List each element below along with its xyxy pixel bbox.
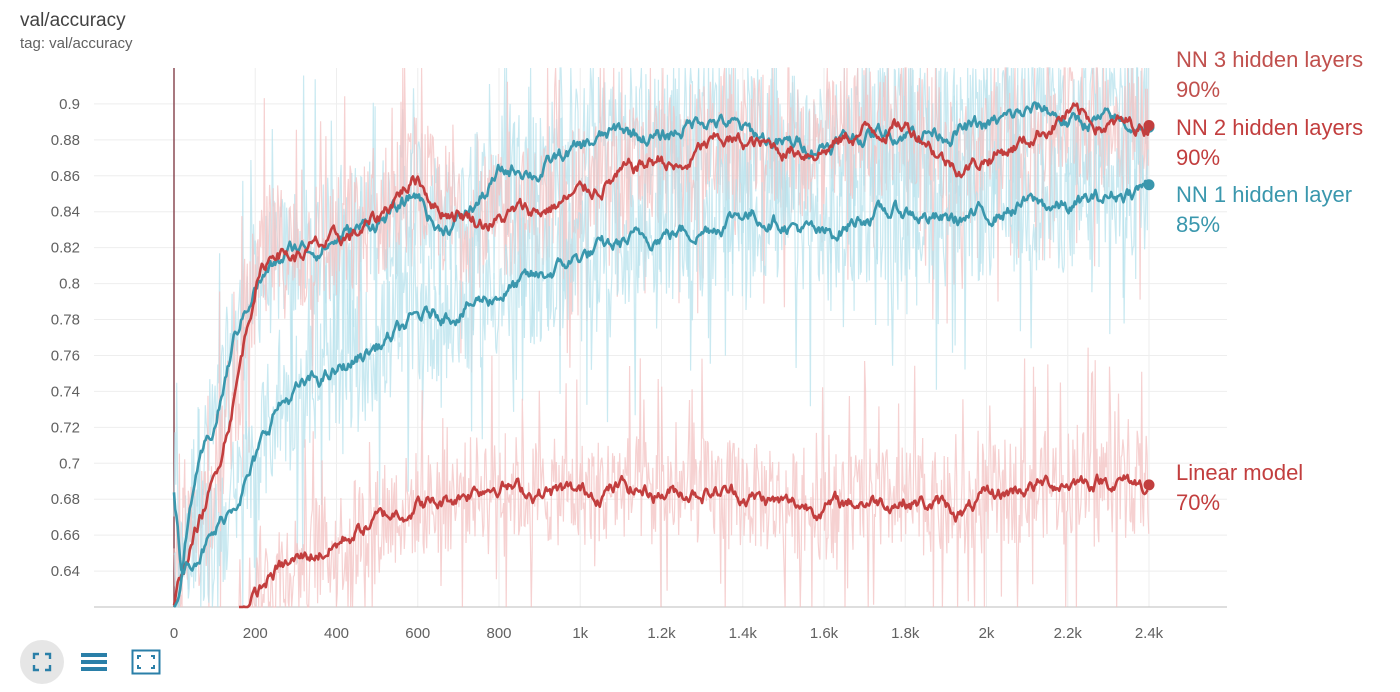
- toggle-log-scale-button[interactable]: [72, 640, 116, 684]
- fit-to-data-icon: [32, 652, 52, 672]
- y-tick-label: 0.64: [51, 563, 80, 580]
- card-tag: tag: val/accuracy: [20, 35, 133, 52]
- y-tick-label: 0.88: [51, 132, 80, 149]
- raw-series-line: [173, 67, 1149, 608]
- chart-toolbar: [20, 640, 168, 684]
- annotation-nn2: NN 2 hidden layers 90%: [1176, 113, 1363, 173]
- annotation-nn1-value: 85%: [1176, 212, 1221, 237]
- annotation-linear-value: 70%: [1176, 490, 1221, 515]
- y-tick-label: 0.7: [59, 455, 80, 472]
- y-tick-label: 0.86: [51, 168, 80, 185]
- x-tick-label: 0: [170, 625, 178, 642]
- x-tick-label: 2.4k: [1135, 625, 1164, 642]
- expand-fullscreen-button[interactable]: [124, 640, 168, 684]
- raw-series-line: [173, 67, 1149, 608]
- y-tick-label: 0.72: [51, 419, 80, 436]
- x-tick-label: 600: [405, 625, 430, 642]
- smoothed-series-line: [172, 102, 1151, 606]
- series-end-point: [1143, 119, 1155, 131]
- y-tick-label: 0.78: [51, 312, 80, 329]
- y-tick-label: 0.8: [59, 276, 80, 293]
- y-tick-label: 0.9: [59, 96, 80, 113]
- x-tick-label: 200: [243, 625, 268, 642]
- x-tick-label: 1k: [572, 625, 588, 642]
- series-end-point: [1143, 479, 1155, 491]
- annotation-nn3-label: NN 3 hidden layers: [1176, 47, 1364, 72]
- annotation-linear: Linear model 70%: [1176, 458, 1303, 518]
- annotation-nn2-value: 90%: [1176, 145, 1221, 170]
- annotation-nn1-label: NN 1 hidden layer: [1176, 182, 1353, 207]
- toggle-log-scale-icon: [81, 653, 107, 671]
- smoothed-series-line: [173, 179, 1151, 608]
- raw-series-line: [238, 347, 1150, 608]
- x-tick-label: 1.4k: [729, 625, 758, 642]
- annotation-linear-label: Linear model: [1176, 460, 1304, 485]
- x-tick-label: 800: [486, 625, 511, 642]
- y-tick-label: 0.84: [51, 204, 80, 221]
- smoothed-series-line: [172, 101, 1151, 574]
- card-title: val/accuracy: [20, 10, 126, 31]
- annotation-nn3: NN 3 hidden layers 90%: [1176, 45, 1363, 105]
- annotation-nn2-label: NN 2 hidden layers: [1176, 115, 1364, 140]
- x-tick-label: 2.2k: [1054, 625, 1083, 642]
- x-tick-label: 1.6k: [810, 625, 839, 642]
- x-tick-label: 1.2k: [647, 625, 676, 642]
- x-tick-label: 2k: [979, 625, 995, 642]
- y-tick-label: 0.66: [51, 527, 80, 544]
- y-tick-label: 0.76: [51, 347, 80, 364]
- x-tick-label: 1.8k: [891, 625, 920, 642]
- expand-fullscreen-icon: [131, 649, 161, 675]
- annotation-nn1: NN 1 hidden layer 85%: [1176, 180, 1352, 240]
- fit-to-data-button[interactable]: [20, 640, 64, 684]
- annotation-nn3-value: 90%: [1176, 77, 1221, 102]
- y-tick-label: 0.68: [51, 491, 80, 508]
- x-tick-label: 400: [324, 625, 349, 642]
- smoothed-series-line: [238, 473, 1149, 609]
- series-end-point: [1143, 179, 1155, 191]
- y-tick-label: 0.74: [51, 383, 80, 400]
- y-tick-label: 0.82: [51, 240, 80, 257]
